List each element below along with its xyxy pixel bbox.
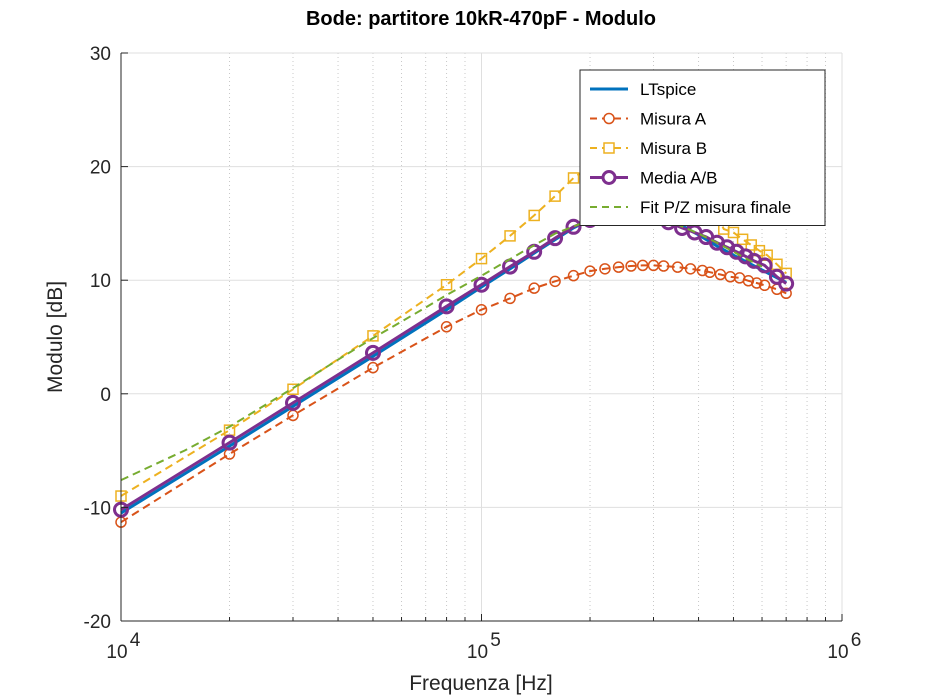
y-tick-label: 30 bbox=[90, 44, 111, 65]
legend-label: Misura B bbox=[640, 139, 707, 158]
data-point bbox=[475, 252, 488, 265]
data-point bbox=[780, 287, 792, 300]
data-point bbox=[367, 330, 379, 342]
data-point bbox=[758, 279, 771, 292]
x-tick-label-exponent: 6 bbox=[851, 630, 862, 651]
data-point bbox=[565, 218, 582, 235]
x-tick-label: 10 bbox=[827, 642, 848, 663]
legend-label: Misura A bbox=[640, 110, 707, 129]
data-point bbox=[504, 292, 516, 305]
data-point bbox=[549, 275, 561, 288]
y-tick-label: 0 bbox=[100, 385, 111, 406]
data-point bbox=[473, 276, 490, 293]
data-point bbox=[727, 226, 740, 239]
series-fit-p-z-misura-finale bbox=[120, 214, 763, 482]
data-point bbox=[657, 260, 670, 272]
chart-title: Bode: partitore 10kR-470pF - Modulo bbox=[306, 8, 656, 30]
data-point bbox=[567, 269, 580, 282]
legend-label: Media A/B bbox=[640, 169, 718, 188]
legend-marker bbox=[603, 112, 615, 125]
data-point bbox=[584, 265, 596, 277]
data-point bbox=[636, 259, 649, 272]
data-point bbox=[287, 383, 299, 396]
data-point bbox=[696, 264, 709, 277]
data-point bbox=[684, 263, 697, 275]
data-point bbox=[528, 209, 540, 222]
data-point bbox=[704, 266, 716, 278]
axes bbox=[120, 52, 843, 622]
x-tick-label-exponent: 5 bbox=[490, 630, 501, 651]
series-line bbox=[120, 264, 787, 524]
data-point bbox=[567, 172, 580, 184]
y-tick-label: -20 bbox=[84, 612, 111, 633]
data-point bbox=[440, 321, 453, 333]
y-tick-label: 10 bbox=[90, 271, 111, 292]
legend-marker bbox=[603, 142, 615, 154]
x-tick-label: 10 bbox=[106, 642, 127, 663]
data-point bbox=[475, 303, 488, 316]
legend-label: Fit P/Z misura finale bbox=[640, 198, 791, 217]
data-point bbox=[742, 275, 755, 287]
data-point bbox=[750, 277, 763, 289]
legend-label: LTspice bbox=[640, 80, 696, 99]
data-point bbox=[778, 275, 795, 292]
data-point bbox=[737, 248, 754, 265]
y-tick-label: -10 bbox=[84, 498, 111, 519]
y-tick-label: 20 bbox=[90, 158, 111, 179]
legend-marker bbox=[601, 170, 617, 185]
data-point bbox=[549, 190, 561, 202]
y-axis-label: Modulo [dB] bbox=[44, 281, 67, 393]
data-point bbox=[285, 394, 302, 411]
data-point bbox=[364, 344, 381, 361]
x-tick-label: 10 bbox=[467, 642, 488, 663]
x-tick-label-exponent: 4 bbox=[130, 630, 141, 651]
minor-grid bbox=[229, 53, 827, 621]
data-point bbox=[612, 261, 625, 273]
data-point bbox=[547, 230, 564, 247]
x-axis-label: Frequenza [Hz] bbox=[409, 672, 553, 695]
legend: LTspice Misura A Misura B Media A/B Fit P/Z … bbox=[579, 69, 826, 226]
data-point bbox=[671, 261, 684, 273]
data-point bbox=[504, 230, 516, 242]
data-point bbox=[438, 298, 455, 315]
data-point bbox=[625, 260, 637, 272]
data-point bbox=[221, 434, 238, 451]
data-point bbox=[367, 361, 379, 374]
data-point bbox=[599, 263, 611, 275]
data-point bbox=[528, 282, 540, 294]
data-point bbox=[440, 278, 453, 291]
series-line bbox=[120, 214, 763, 482]
